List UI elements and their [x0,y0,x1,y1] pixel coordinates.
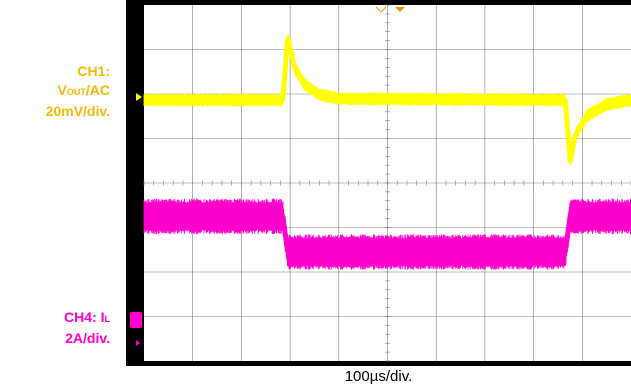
ch1-reference-marker [136,93,142,101]
ch4-signal-name: CH4: IL [64,309,110,325]
ch1-title: CH1: [77,63,110,79]
ch4-offset-marker [136,340,140,346]
ch4-scale: 2A/div. [65,330,110,346]
trigger-marker [395,7,405,12]
ch1-scale: 20mV/div. [45,103,110,119]
ch4-reference-marker [130,312,142,328]
oscilloscope-screen [126,0,631,366]
waveform-trace-ch4 [142,213,631,255]
waveform-trace-ch1 [142,36,631,164]
trigger-marker-outline [375,6,387,13]
waveform-plot [130,4,631,362]
time-scale-label: 100µs/div. [344,368,413,385]
ch1-signal-name: VOUT/AC [57,82,110,98]
ch1-label: CH1: VOUT/AC 20mV/div. [40,62,110,121]
ch4-label: CH4: IL 2A/div. [40,308,110,348]
